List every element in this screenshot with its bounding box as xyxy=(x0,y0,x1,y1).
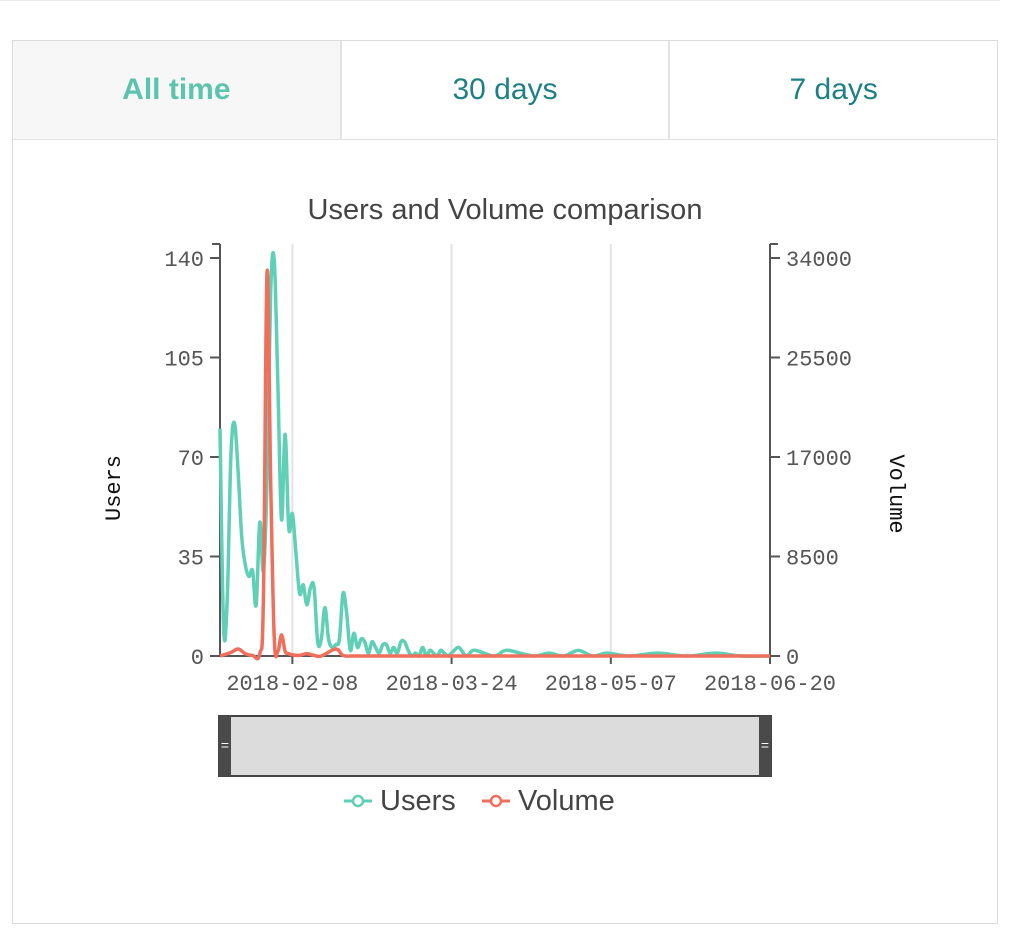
chart-title: Users and Volume comparison xyxy=(308,194,703,226)
y2-tick-label: 8500 xyxy=(786,547,839,572)
brush-selection[interactable] xyxy=(218,715,772,777)
legend-volume-marker-icon xyxy=(489,794,503,808)
x-tick-label: 2018-02-08 xyxy=(226,672,358,697)
time-range-tabs: All time 30 days 7 days xyxy=(13,41,998,140)
grip-icon: = xyxy=(221,739,229,755)
x-tick-label: 2018-06-20 xyxy=(704,672,836,697)
y-tick-label: 35 xyxy=(178,547,204,572)
grip-icon: = xyxy=(761,739,769,755)
legend-volume-label: Volume xyxy=(518,785,615,817)
y2-tick-label: 17000 xyxy=(786,447,852,472)
x-tick-label: 2018-03-24 xyxy=(386,672,518,697)
tab-30-days[interactable]: 30 days xyxy=(341,41,671,139)
y-tick-label: 105 xyxy=(164,348,204,373)
legend-users-label: Users xyxy=(380,785,456,817)
y2-tick-label: 34000 xyxy=(786,248,852,273)
legend-item-volume[interactable]: Volume xyxy=(482,785,615,817)
series-line-volume xyxy=(219,268,770,661)
y-axis-label-users: Users xyxy=(102,455,127,521)
brush-handle-left[interactable] xyxy=(219,716,231,776)
y-tick-label: 70 xyxy=(178,447,204,472)
legend-users-marker-icon xyxy=(351,794,365,808)
x-tick-label: 2018-05-07 xyxy=(545,672,677,697)
tab-7-days[interactable]: 7 days xyxy=(670,41,998,139)
tab-all-time[interactable]: All time xyxy=(13,41,342,139)
top-divider xyxy=(0,0,1000,1)
y-tick-label: 0 xyxy=(191,646,204,671)
y2-axis-label-volume: Volume xyxy=(883,454,908,533)
legend-item-users[interactable]: Users xyxy=(344,785,456,817)
y2-tick-label: 0 xyxy=(786,646,799,671)
range-brush[interactable]: = = xyxy=(218,715,772,777)
brush-handle-right[interactable] xyxy=(759,716,771,776)
y2-tick-label: 25500 xyxy=(786,348,852,373)
legend: Users Volume xyxy=(344,785,615,817)
y-tick-label: 140 xyxy=(164,248,204,273)
series-line-users xyxy=(218,250,771,658)
